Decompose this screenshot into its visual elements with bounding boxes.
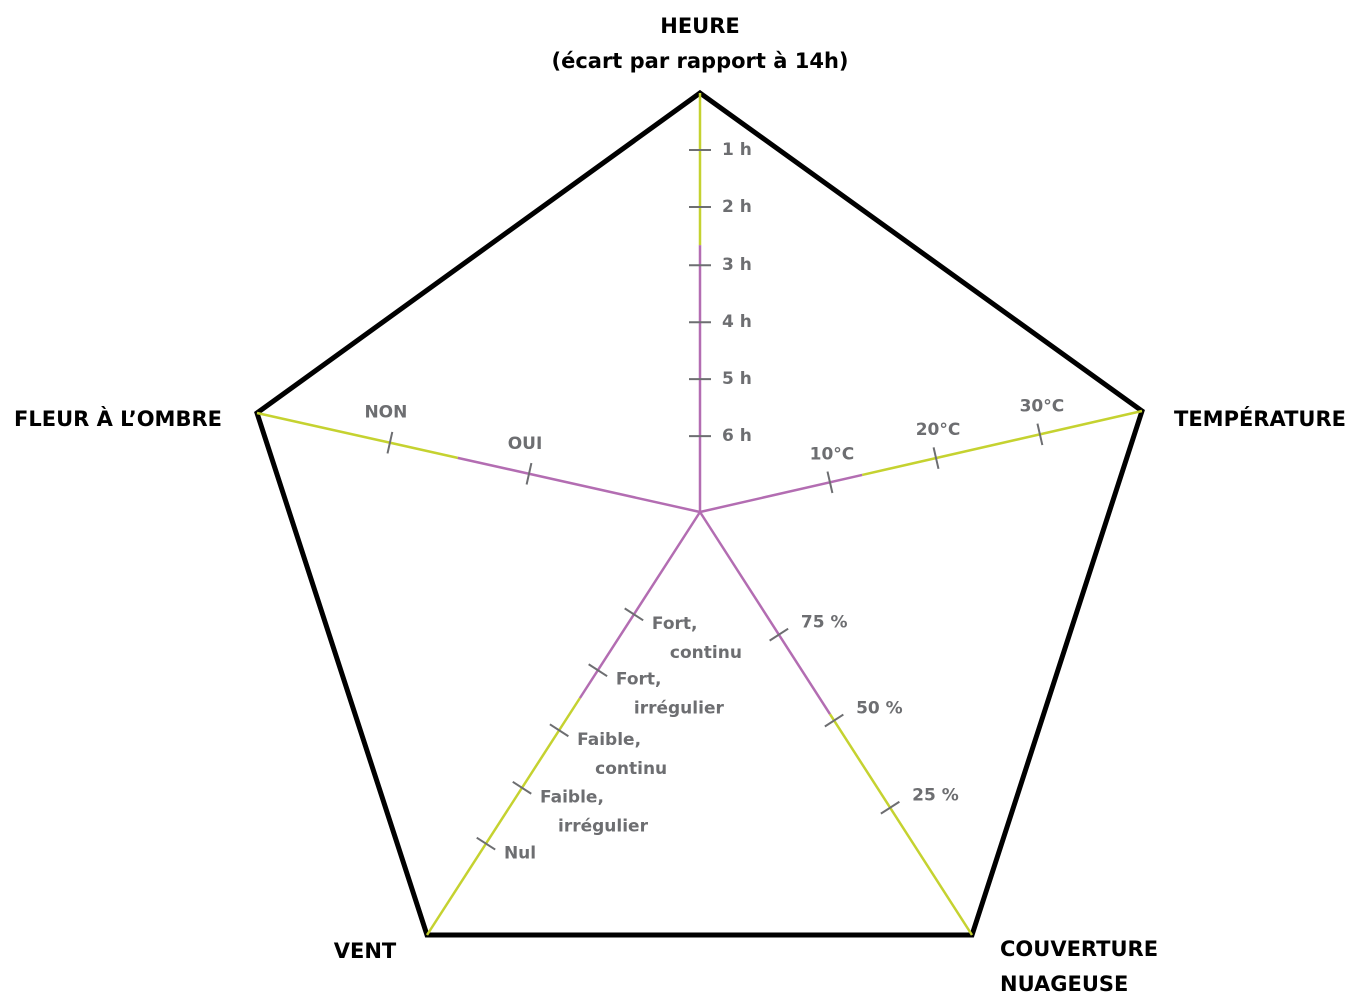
- tick-label: 20°C: [916, 420, 961, 440]
- tick-label: Fort,: [652, 614, 698, 634]
- tick-label: 25 %: [912, 786, 959, 806]
- axis-outer: [828, 713, 974, 936]
- tick-label: 50 %: [856, 699, 903, 719]
- tick-mark: [932, 447, 940, 470]
- tick-mark: [624, 607, 644, 622]
- axis-inner: [698, 511, 832, 715]
- tick-mark: [880, 800, 900, 815]
- tick-mark: [386, 431, 394, 454]
- tick-label: Nul: [504, 844, 536, 864]
- axis-label: NUAGEUSE: [1000, 972, 1128, 996]
- tick-label: 75 %: [801, 613, 848, 633]
- tick-mark: [588, 663, 608, 678]
- axis-outer: [425, 697, 581, 936]
- tick-label: Fort,: [616, 670, 662, 690]
- tick-label: 30°C: [1020, 396, 1065, 416]
- axis-label: COUVERTURE: [1000, 937, 1158, 961]
- tick-mark: [769, 627, 789, 642]
- tick-mark: [512, 780, 532, 795]
- axis-inner: [578, 511, 702, 699]
- tick-label: 3 h: [722, 255, 752, 275]
- tick-label: NON: [364, 403, 407, 423]
- tick-label: 1 h: [722, 140, 752, 160]
- axis-outer: [861, 409, 1143, 477]
- tick-label: 4 h: [722, 312, 752, 332]
- tick-label: 10°C: [810, 444, 855, 464]
- tick-label: OUI: [508, 434, 543, 454]
- axis-inner: [457, 456, 701, 514]
- tick-mark: [1036, 423, 1044, 446]
- axis-label: VENT: [334, 939, 397, 963]
- tick-label: continu: [595, 759, 667, 779]
- axis-label: FLEUR À L’OMBRE: [14, 406, 222, 431]
- axis-inner: [699, 473, 863, 514]
- tick-label: irrégulier: [634, 699, 725, 719]
- tick-label: 2 h: [722, 197, 752, 217]
- tick-label: 5 h: [722, 369, 752, 389]
- axis-outer: [256, 411, 458, 460]
- tick-label: irrégulier: [558, 816, 649, 836]
- tick-mark: [476, 836, 496, 851]
- axis-label: HEURE: [660, 14, 740, 38]
- axis-label: (écart par rapport à 14h): [551, 49, 848, 73]
- axis-label: TEMPÉRATURE: [1174, 406, 1346, 431]
- tick-label: 6 h: [722, 426, 752, 446]
- tick-label: Faible,: [577, 730, 641, 750]
- pentagon: [254, 89, 1145, 938]
- tick-label: Faible,: [540, 787, 604, 807]
- tick-label: continu: [670, 643, 742, 663]
- tick-mark: [824, 713, 844, 728]
- tick-mark: [549, 723, 569, 738]
- tick-mark: [525, 462, 533, 485]
- tick-mark: [826, 471, 834, 494]
